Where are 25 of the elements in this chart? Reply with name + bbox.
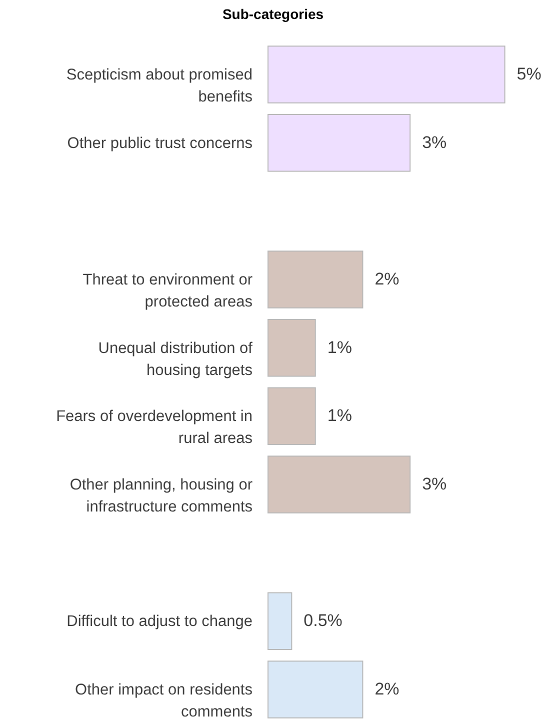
bar (268, 250, 364, 308)
bar (268, 318, 316, 377)
data-label: 3% (422, 474, 447, 494)
data-label: 2% (374, 270, 400, 289)
bar (268, 114, 411, 172)
y-tick-label: Other impact on residents comments (75, 681, 253, 720)
y-tick-label: Fears of overdevelopment in rural areas (56, 408, 253, 448)
bar (268, 660, 364, 718)
data-label: 5% (516, 64, 542, 84)
bar (268, 592, 292, 650)
bar (268, 46, 506, 104)
y-tick-label: Threat to environment or protected areas (82, 272, 253, 311)
bar (268, 456, 411, 514)
data-label: 2% (374, 679, 400, 698)
y-tick-label: Unequal distribution of housing targets (98, 340, 254, 379)
y-tick-label: Other planning, housing or infrastructure comments (70, 476, 253, 516)
y-tick-label: Difficult to adjust to change (66, 613, 252, 630)
data-label: 1% (327, 406, 352, 426)
data-label: 1% (327, 338, 352, 357)
data-label: 0.5% (304, 611, 342, 630)
data-label: 3% (422, 132, 447, 152)
y-tick-label: Other public trust concerns (67, 134, 253, 152)
bar (268, 387, 316, 446)
y-tick-label: Scepticism about promised benefits (66, 66, 253, 106)
chart-title: Sub-categories (222, 6, 324, 22)
